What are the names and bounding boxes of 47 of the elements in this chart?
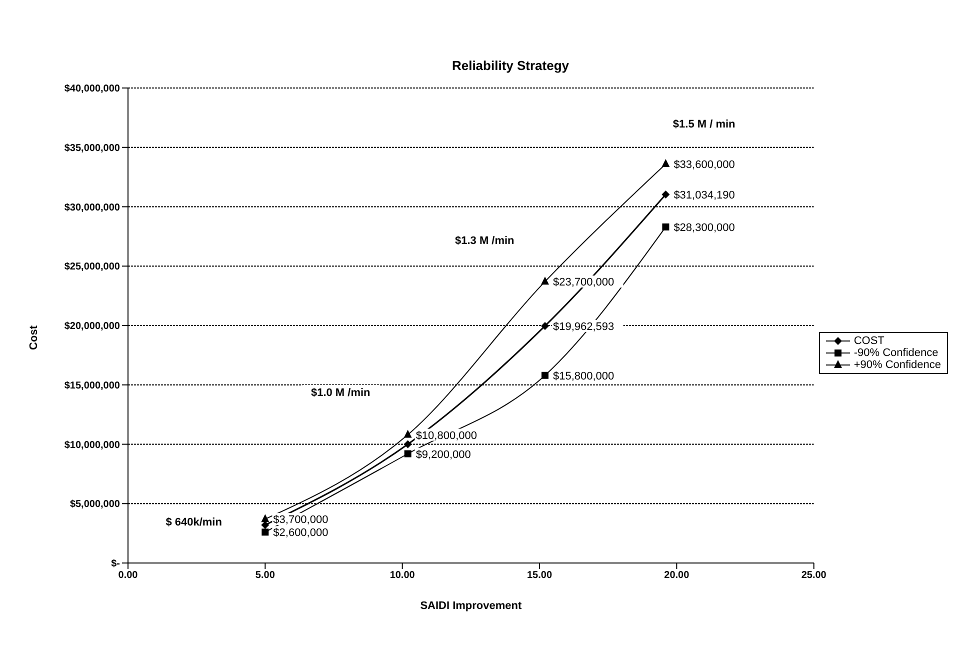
annotation: $1.3 M /min	[454, 235, 515, 247]
data-label: $28,300,000	[674, 222, 735, 234]
point	[404, 430, 412, 438]
data-label: $23,700,000	[552, 276, 614, 289]
data-label: $33,600,000	[674, 159, 735, 171]
point	[540, 322, 549, 330]
point	[541, 372, 548, 379]
chart-title: Reliability Strategy	[450, 57, 570, 73]
data-label: $3,700,000	[273, 514, 328, 526]
point	[662, 159, 670, 167]
point	[261, 514, 270, 522]
data-label: $9,200,000	[416, 448, 471, 461]
y-axis-title: Cost	[28, 325, 40, 350]
x-axis-title: SAIDI Improvement	[420, 600, 522, 612]
x-tick-label: 10.00	[390, 570, 416, 582]
y-tick-label: $35,000,000	[64, 142, 120, 154]
legend-label: -90% Confidence	[854, 347, 938, 359]
y-tick-label: $15,000,000	[64, 380, 120, 392]
x-tick-label: 5.00	[255, 570, 276, 582]
point	[262, 528, 269, 536]
point	[261, 521, 270, 529]
x-tick-label: 15.00	[526, 570, 552, 582]
annotation: $1.5 M / min	[672, 118, 736, 131]
point	[540, 276, 549, 285]
annotation: $ 640k/min	[166, 516, 222, 528]
y-tick-label: $40,000,000	[64, 84, 120, 95]
data-label: $31,034,190	[674, 189, 735, 202]
y-tick-label: $25,000,000	[64, 262, 120, 273]
data-label: $19,962,593	[552, 320, 614, 333]
x-tick-label: 0.00	[118, 570, 138, 582]
x-tick-label: 25.00	[801, 570, 827, 582]
data-label: $15,800,000	[552, 370, 614, 382]
legend-label: COST	[854, 335, 884, 347]
y-tick-label: $-	[111, 558, 120, 570]
point	[404, 450, 412, 458]
point	[662, 223, 670, 230]
y-tick-label: $30,000,000	[64, 202, 120, 214]
point	[662, 190, 670, 198]
annotation: $1.0 M /min	[310, 387, 371, 399]
data-label: $2,600,000	[273, 527, 328, 540]
y-tick-label: $5,000,000	[70, 499, 120, 510]
point	[404, 440, 412, 448]
data-label: $10,800,000	[416, 430, 477, 442]
legend-label: +90% Confidence	[854, 359, 941, 371]
x-tick-label: 20.00	[664, 570, 690, 582]
y-tick-label: $10,000,000	[64, 440, 120, 451]
y-tick-label: $20,000,000	[64, 321, 120, 332]
